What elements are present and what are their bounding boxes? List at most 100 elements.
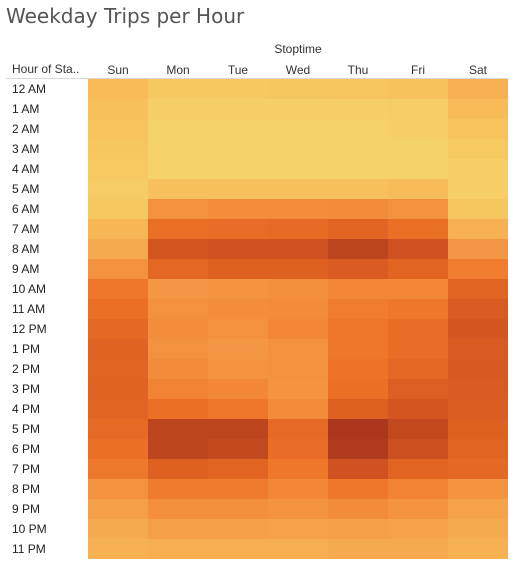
heatmap-cell[interactable] bbox=[208, 519, 268, 539]
heatmap-cell[interactable] bbox=[328, 99, 388, 119]
heatmap-cell[interactable] bbox=[88, 379, 148, 399]
heatmap-cell[interactable] bbox=[388, 299, 448, 319]
heatmap-cell[interactable] bbox=[388, 199, 448, 219]
heatmap-cell[interactable] bbox=[148, 539, 208, 559]
heatmap-cell[interactable] bbox=[208, 439, 268, 459]
heatmap-cell[interactable] bbox=[328, 419, 388, 439]
row-field-header[interactable]: Hour of Sta.. bbox=[12, 62, 80, 76]
heatmap-cell[interactable] bbox=[88, 279, 148, 299]
heatmap-cell[interactable] bbox=[88, 459, 148, 479]
heatmap-cell[interactable] bbox=[148, 119, 208, 139]
heatmap-cell[interactable] bbox=[448, 339, 508, 359]
heatmap-cell[interactable] bbox=[148, 139, 208, 159]
heatmap-cell[interactable] bbox=[448, 139, 508, 159]
heatmap-cell[interactable] bbox=[328, 279, 388, 299]
heatmap-cell[interactable] bbox=[208, 539, 268, 559]
heatmap-cell[interactable] bbox=[88, 159, 148, 179]
heatmap-cell[interactable] bbox=[88, 519, 148, 539]
heatmap-cell[interactable] bbox=[148, 499, 208, 519]
heatmap-cell[interactable] bbox=[328, 139, 388, 159]
heatmap-cell[interactable] bbox=[328, 479, 388, 499]
heatmap-cell[interactable] bbox=[268, 259, 328, 279]
heatmap-cell[interactable] bbox=[448, 359, 508, 379]
heatmap-cell[interactable] bbox=[148, 279, 208, 299]
heatmap-cell[interactable] bbox=[328, 119, 388, 139]
heatmap-cell[interactable] bbox=[388, 359, 448, 379]
heatmap-cell[interactable] bbox=[88, 119, 148, 139]
heatmap-cell[interactable] bbox=[268, 359, 328, 379]
heatmap-cell[interactable] bbox=[148, 439, 208, 459]
heatmap-cell[interactable] bbox=[148, 319, 208, 339]
heatmap-cell[interactable] bbox=[388, 419, 448, 439]
heatmap-cell[interactable] bbox=[148, 239, 208, 259]
heatmap-cell[interactable] bbox=[268, 199, 328, 219]
heatmap-cell[interactable] bbox=[88, 79, 148, 99]
heatmap-cell[interactable] bbox=[148, 339, 208, 359]
heatmap-cell[interactable] bbox=[268, 519, 328, 539]
heatmap-cell[interactable] bbox=[388, 479, 448, 499]
heatmap-cell[interactable] bbox=[388, 119, 448, 139]
heatmap-cell[interactable] bbox=[208, 239, 268, 259]
heatmap-cell[interactable] bbox=[208, 179, 268, 199]
heatmap-cell[interactable] bbox=[448, 79, 508, 99]
heatmap-cell[interactable] bbox=[148, 379, 208, 399]
heatmap-cell[interactable] bbox=[328, 519, 388, 539]
heatmap-cell[interactable] bbox=[448, 179, 508, 199]
heatmap-cell[interactable] bbox=[328, 319, 388, 339]
heatmap-cell[interactable] bbox=[388, 219, 448, 239]
heatmap-cell[interactable] bbox=[208, 259, 268, 279]
heatmap-cell[interactable] bbox=[328, 239, 388, 259]
heatmap-cell[interactable] bbox=[88, 339, 148, 359]
heatmap-cell[interactable] bbox=[88, 259, 148, 279]
heatmap-cell[interactable] bbox=[328, 539, 388, 559]
heatmap-cell[interactable] bbox=[88, 99, 148, 119]
heatmap-cell[interactable] bbox=[388, 499, 448, 519]
heatmap-cell[interactable] bbox=[148, 99, 208, 119]
heatmap-cell[interactable] bbox=[388, 319, 448, 339]
heatmap-cell[interactable] bbox=[208, 119, 268, 139]
heatmap-cell[interactable] bbox=[208, 359, 268, 379]
heatmap-cell[interactable] bbox=[88, 199, 148, 219]
heatmap-cell[interactable] bbox=[268, 159, 328, 179]
heatmap-cell[interactable] bbox=[88, 479, 148, 499]
heatmap-cell[interactable] bbox=[148, 159, 208, 179]
heatmap-cell[interactable] bbox=[388, 399, 448, 419]
heatmap-cell[interactable] bbox=[448, 519, 508, 539]
heatmap-cell[interactable] bbox=[208, 299, 268, 319]
heatmap-cell[interactable] bbox=[328, 439, 388, 459]
heatmap-cell[interactable] bbox=[268, 219, 328, 239]
heatmap-cell[interactable] bbox=[208, 399, 268, 419]
heatmap-cell[interactable] bbox=[448, 199, 508, 219]
heatmap-cell[interactable] bbox=[148, 459, 208, 479]
heatmap-cell[interactable] bbox=[148, 219, 208, 239]
heatmap-cell[interactable] bbox=[388, 139, 448, 159]
heatmap-cell[interactable] bbox=[208, 199, 268, 219]
heatmap-cell[interactable] bbox=[148, 259, 208, 279]
heatmap-cell[interactable] bbox=[448, 259, 508, 279]
heatmap-cell[interactable] bbox=[208, 79, 268, 99]
heatmap-cell[interactable] bbox=[388, 259, 448, 279]
heatmap-cell[interactable] bbox=[328, 219, 388, 239]
heatmap-cell[interactable] bbox=[208, 479, 268, 499]
heatmap-cell[interactable] bbox=[328, 259, 388, 279]
heatmap-cell[interactable] bbox=[88, 139, 148, 159]
heatmap-cell[interactable] bbox=[448, 99, 508, 119]
heatmap-cell[interactable] bbox=[268, 119, 328, 139]
heatmap-cell[interactable] bbox=[448, 399, 508, 419]
heatmap-cell[interactable] bbox=[88, 179, 148, 199]
heatmap-cell[interactable] bbox=[328, 379, 388, 399]
heatmap-cell[interactable] bbox=[88, 219, 148, 239]
heatmap-cell[interactable] bbox=[388, 539, 448, 559]
heatmap-cell[interactable] bbox=[88, 499, 148, 519]
heatmap-cell[interactable] bbox=[208, 499, 268, 519]
heatmap-cell[interactable] bbox=[328, 179, 388, 199]
heatmap-cell[interactable] bbox=[388, 459, 448, 479]
heatmap-cell[interactable] bbox=[268, 399, 328, 419]
heatmap-cell[interactable] bbox=[328, 499, 388, 519]
heatmap-cell[interactable] bbox=[268, 279, 328, 299]
heatmap-cell[interactable] bbox=[268, 539, 328, 559]
heatmap-cell[interactable] bbox=[388, 519, 448, 539]
heatmap-cell[interactable] bbox=[448, 279, 508, 299]
heatmap-cell[interactable] bbox=[208, 419, 268, 439]
heatmap-cell[interactable] bbox=[448, 239, 508, 259]
